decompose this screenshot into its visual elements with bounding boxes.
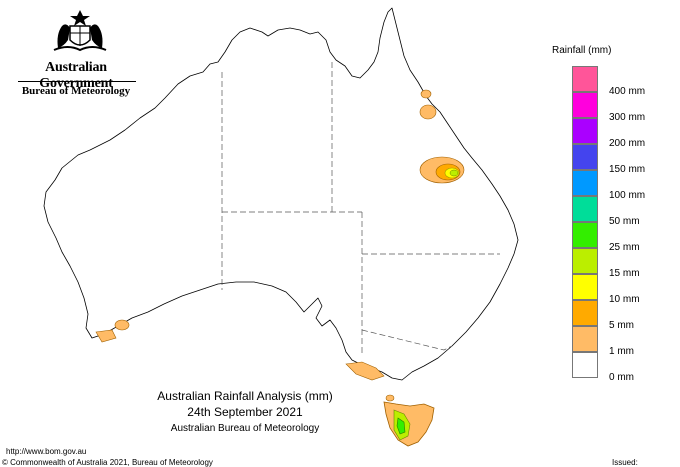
legend-swatch [572,170,598,196]
tasmania-core-rain [396,417,406,435]
legend-label: 15 mm [609,268,640,279]
legend-label: 50 mm [609,216,640,227]
legend-swatch [572,66,598,92]
rain-patch-cape-york [420,89,432,99]
rain-patch-north-qld [419,104,437,120]
legend-label: 10 mm [609,294,640,305]
legend-label: 400 mm [609,86,646,97]
legend-label: 5 mm [609,320,634,331]
rain-patch-sw-wa [114,319,130,331]
legend-swatch [572,222,598,248]
legend-label: 100 mm [609,190,646,201]
legend-label: 25 mm [609,242,640,253]
legend-label: 300 mm [609,112,646,123]
government-logo: Australian Government Bureau of Meteorol… [8,8,136,98]
legend-swatch [572,118,598,144]
rainfall-patches [95,89,465,402]
map-title: Australian Rainfall Analysis (mm) 24th S… [120,388,370,420]
agency-name: Bureau of Meteorology [21,85,131,97]
legend-label: 1 mm [609,346,634,357]
legend-swatch [572,92,598,118]
map-title-line-1: Australian Rainfall Analysis (mm) [157,389,333,403]
branding-divider [18,81,136,82]
state-borders [221,60,500,356]
copyright-notice: © Commonwealth of Australia 2021, Bureau… [2,458,213,467]
legend-swatch [572,326,598,352]
legend-swatch [572,352,598,378]
legend-swatch [572,144,598,170]
legend-swatch [572,300,598,326]
map-subtitle: Australian Bureau of Meteorology [170,423,320,434]
legend-label: 200 mm [609,138,646,149]
coat-of-arms-icon [53,10,107,52]
legend-title: Rainfall (mm) [552,45,612,56]
legend-label: 0 mm [609,372,634,383]
rain-patch-victoria [345,361,385,381]
legend-swatch [572,196,598,222]
map-title-line-2: 24th September 2021 [187,405,303,419]
issued-date: Issued: 27/09/2021 [612,458,638,467]
rain-patch-bass-strait [385,394,395,402]
legend-label: 150 mm [609,164,646,175]
rain-patch-south-wa-coast [95,329,117,343]
australia-mainland-outline [43,7,519,381]
government-name: Australian Government [39,60,113,91]
rain-patch-central-qld-25mm [449,169,459,177]
website-url[interactable]: http://www.bom.gov.au [6,447,87,456]
legend-swatch [572,274,598,300]
legend-swatch [572,248,598,274]
